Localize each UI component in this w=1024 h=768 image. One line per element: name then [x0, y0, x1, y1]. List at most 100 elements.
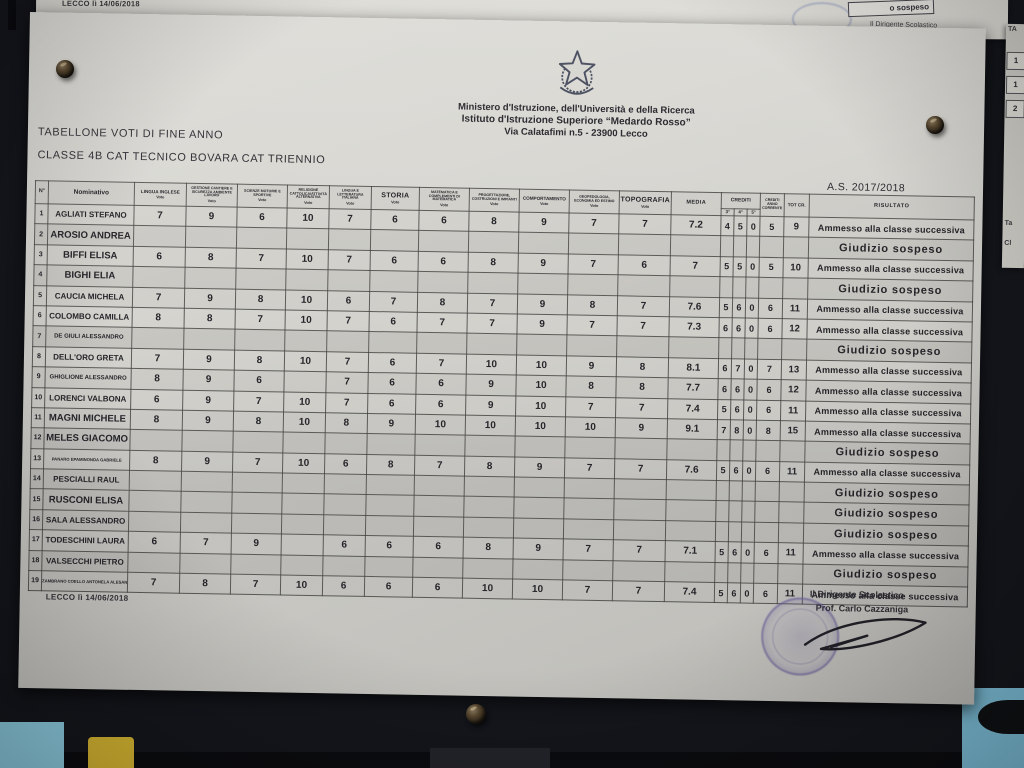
student-name-cell: AROSIO ANDREA: [47, 224, 134, 247]
credit-cell: 7: [731, 358, 745, 380]
vote-cell: 9: [615, 417, 668, 439]
vote-cell: 7: [563, 539, 614, 561]
vote-cell: 6: [367, 372, 417, 394]
voto-label: Voto: [346, 201, 355, 207]
voto-label: Voto: [641, 205, 650, 210]
vote-cell: 8: [130, 368, 184, 390]
col-header-crediti: CREDITI: [721, 192, 761, 210]
row-number-cell: 1: [34, 203, 49, 225]
col-header-subject: COMPORTAMENTO Voto: [519, 189, 570, 213]
media-cell: 7.4: [667, 398, 718, 420]
vote-cell: 6: [130, 388, 183, 411]
credit-cell: 6: [728, 542, 742, 563]
vote-cell: [512, 558, 564, 580]
vote-cell: 10: [466, 353, 517, 376]
vote-cell: 10: [515, 375, 567, 397]
credit-cell: 6: [732, 297, 746, 318]
vote-cell: 10: [515, 415, 566, 438]
voto-label: Voto: [156, 195, 165, 200]
vote-cell: [413, 495, 465, 518]
credit-cell: [728, 501, 743, 522]
vote-cell: 8: [129, 449, 182, 472]
credit-cell: 0: [743, 399, 757, 421]
vote-cell: 10: [282, 452, 325, 474]
vote-cell: 8: [468, 211, 520, 233]
credit-cell: [741, 501, 756, 523]
credit-year-cell: [759, 236, 784, 258]
vote-cell: [181, 471, 233, 493]
vote-cell: [280, 554, 324, 576]
vote-cell: 7: [617, 295, 670, 317]
document-title: TABELLONE VOTI DI FINE ANNO: [37, 126, 224, 142]
vote-cell: [567, 274, 618, 296]
vote-cell: 7: [568, 212, 620, 235]
media-cell: 7.6: [666, 459, 717, 481]
total-credits-cell: [781, 339, 807, 360]
total-credits-cell: 12: [781, 318, 808, 340]
credit-cell: 5: [732, 256, 747, 278]
footer-date: LECCO lì 14/06/2018: [45, 592, 129, 603]
vote-cell: [323, 514, 366, 536]
credit-cell: 6: [727, 582, 741, 604]
credit-year-cell: [758, 277, 783, 299]
vote-cell: 7: [564, 457, 615, 479]
credit-cell: [727, 562, 741, 584]
student-name-cell: VALSECCHI PIETRO: [41, 550, 129, 573]
media-cell: [666, 438, 718, 461]
media-cell: 7.4: [664, 581, 715, 603]
student-name-cell: CAUCIA MICHELA: [46, 285, 133, 308]
vote-cell: [614, 478, 667, 501]
vote-cell: [326, 331, 369, 353]
vote-cell: 8: [463, 537, 514, 559]
vote-cell: 7: [562, 579, 613, 602]
vote-cell: 7: [326, 310, 370, 332]
credit-year-cell: 6: [755, 460, 780, 482]
vote-cell: [412, 556, 464, 579]
vote-cell: 8: [616, 356, 669, 378]
wall-corner-bar: [8, 0, 16, 30]
vote-cell: [128, 490, 182, 513]
push-pin-icon: [926, 116, 944, 134]
vote-cell: [184, 267, 237, 289]
vote-cell: [282, 473, 325, 495]
subject-label: SCIENZE MOTORIE E SPORTIVE: [244, 188, 281, 197]
graffiti-yellow: [88, 737, 134, 768]
vote-cell: [180, 512, 232, 534]
vote-cell: 6: [367, 392, 416, 415]
col-header-number: N°: [35, 180, 49, 204]
push-pin-icon: [56, 60, 74, 78]
vote-cell: 6: [128, 531, 181, 553]
subject-label: PROGETTAZIONE, COSTRUZIONI E IMPIANTI: [471, 192, 517, 202]
credit-cell: [715, 501, 730, 522]
vote-cell: [364, 556, 414, 578]
result-cell: Ammesso alla classe successiva: [805, 380, 972, 404]
vote-cell: 7: [325, 371, 369, 393]
credit-year-cell: 5: [758, 257, 784, 278]
italian-republic-emblem-icon: [558, 50, 596, 95]
total-credits-cell: 11: [777, 542, 804, 564]
vote-cell: 10: [286, 208, 330, 230]
vote-cell: 7: [233, 390, 284, 412]
grades-table-body: 1 AGLIATI STEFANO 7 9 6 10 7 6 6 8 9 7 7 7.2 4 5 0 5 9 Amme…: [28, 203, 975, 608]
vote-cell: 7: [614, 458, 667, 480]
vote-cell: [231, 512, 282, 535]
vote-cell: [179, 552, 232, 575]
result-cell: Ammesso alla classe successiva: [805, 400, 971, 424]
student-name-cell: MAGNI MICHELE: [44, 407, 131, 430]
background-sospeso-box: o sospeso: [847, 0, 935, 18]
vote-cell: [234, 329, 285, 351]
vote-cell: 7: [234, 309, 286, 331]
vote-cell: [413, 516, 464, 538]
vote-cell: 7: [369, 291, 418, 313]
credit-cell: 5: [716, 460, 730, 481]
vote-cell: [616, 336, 669, 358]
vote-cell: 7: [328, 249, 371, 271]
total-credits-cell: 11: [780, 400, 806, 422]
credit-cell: 0: [746, 216, 761, 237]
grades-table: N° Nominativo LINGUA INGLESE Voto GESTIO…: [28, 180, 975, 608]
media-cell: [665, 500, 717, 522]
total-credits-cell: 11: [779, 461, 805, 483]
vote-cell: 6: [618, 254, 671, 276]
voto-label: Voto: [440, 203, 449, 208]
vote-cell: 8: [468, 251, 519, 274]
